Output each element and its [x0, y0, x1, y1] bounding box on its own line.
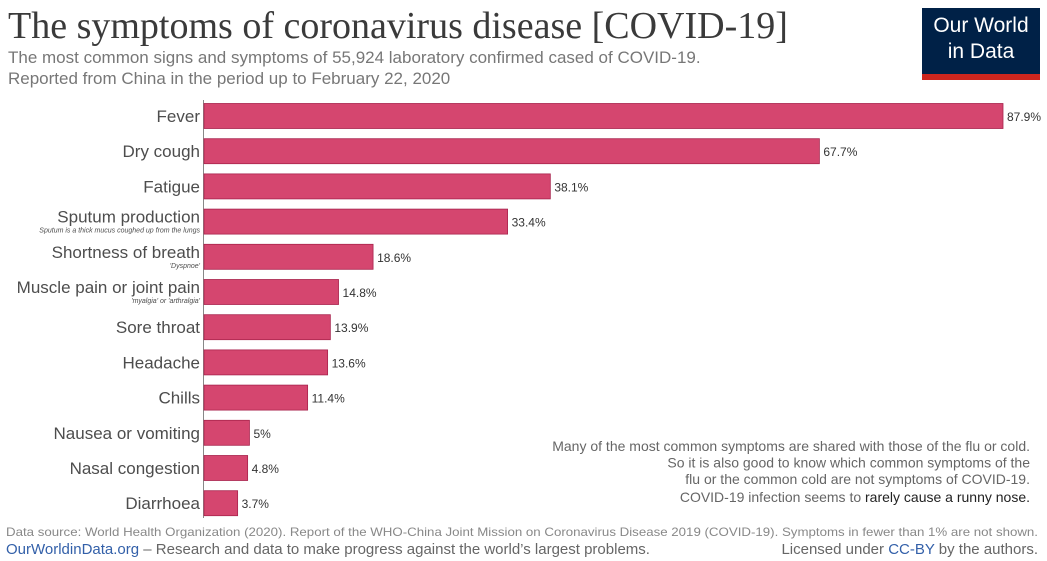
bar: [203, 314, 331, 341]
license-link[interactable]: CC-BY: [888, 541, 935, 558]
value-label: 13.6%: [332, 356, 366, 370]
license-text: Licensed under: [781, 541, 888, 558]
value-label: 3.7%: [242, 497, 270, 511]
bar: [203, 279, 339, 305]
category-label: Nausea or vomiting: [54, 424, 200, 443]
annotation-emphasis: rarely cause a runny nose.: [865, 489, 1030, 505]
category-label: Headache: [122, 353, 200, 372]
bar: [203, 243, 374, 270]
bar: [203, 419, 250, 446]
category-label: Fatigue: [143, 177, 200, 196]
subtitle: The most common signs and symptoms of 55…: [8, 48, 701, 67]
value-label: 11.4%: [312, 392, 345, 406]
category-label: Diarrhoea: [125, 494, 200, 513]
bar: [203, 455, 249, 481]
source: Data source: World Health Organization (…: [6, 525, 1038, 539]
annotation: So it is also good to know which common …: [667, 455, 1030, 471]
bar: [203, 490, 239, 517]
annotation: Many of the most common symptoms are sha…: [552, 438, 1030, 454]
bar: [203, 103, 1004, 129]
value-label: 4.8%: [252, 462, 280, 476]
bar: [203, 349, 329, 376]
category-label: Chills: [158, 389, 200, 408]
category-label: Shortness of breath: [52, 243, 200, 262]
logo-text: in Data: [948, 40, 1015, 63]
annotation: flu or the common cold are not symptoms …: [685, 471, 1030, 487]
bar: [203, 138, 820, 165]
category-label: Sputum production: [57, 208, 200, 227]
annotation-text: COVID-19 infection seems to: [680, 489, 865, 505]
bar: [203, 173, 551, 200]
value-label: 5%: [253, 427, 271, 441]
category-label: Fever: [157, 107, 201, 126]
bar: [203, 208, 509, 235]
footer: OurWorldinData.org – Research and data t…: [6, 541, 650, 558]
license: Licensed under CC-BY by the authors.: [781, 541, 1038, 558]
chart-title: The symptoms of coronavirus disease [COV…: [8, 5, 788, 47]
category-note: 'myalgia' or 'arthralgia': [131, 298, 200, 305]
logo-box: [922, 8, 1040, 74]
bar: [203, 384, 309, 411]
category-note: Sputum is a thick mucus coughed up from …: [39, 228, 200, 235]
value-label: 87.9%: [1007, 110, 1041, 124]
value-label: 13.9%: [334, 321, 368, 335]
value-label: 67.7%: [823, 145, 857, 159]
category-label: Muscle pain or joint pain: [17, 278, 200, 297]
annotation: COVID-19 infection seems to rarely cause…: [680, 489, 1030, 505]
category-label: Sore throat: [116, 318, 200, 337]
category-label: Dry cough: [123, 142, 200, 161]
category-label: Nasal congestion: [70, 459, 200, 478]
category-note: 'Dyspnoe': [170, 263, 201, 270]
value-label: 18.6%: [377, 251, 411, 265]
subtitle: Reported from China in the period up to …: [8, 69, 450, 88]
value-label: 33.4%: [512, 216, 546, 230]
license-text: by the authors.: [935, 541, 1038, 558]
site-link[interactable]: OurWorldinData.org: [6, 541, 139, 558]
value-label: 14.8%: [343, 286, 377, 300]
logo-text: Our World: [933, 14, 1028, 37]
value-label: 38.1%: [554, 180, 588, 194]
tagline: – Research and data to make progress aga…: [139, 541, 650, 558]
logo-strip: [922, 74, 1040, 80]
